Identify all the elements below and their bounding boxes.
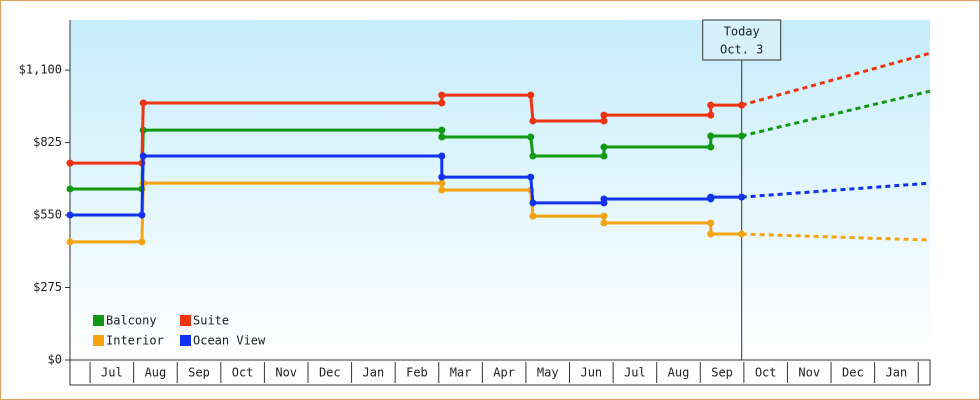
legend-swatch: [180, 335, 191, 346]
x-tick-label: Jan: [886, 366, 908, 380]
x-tick-label: Dec: [842, 366, 864, 380]
y-tick-label: $825: [33, 135, 62, 149]
point: [600, 212, 608, 220]
point: [66, 185, 74, 193]
point: [600, 152, 608, 160]
point: [438, 186, 446, 194]
point: [707, 230, 715, 238]
y-tick-label: $550: [33, 208, 62, 222]
point: [438, 173, 446, 181]
x-tick-label: Aug: [145, 366, 167, 380]
x-axis-band: [69, 359, 931, 386]
today-box: [702, 19, 782, 61]
projection-line: [741, 232, 931, 242]
point: [527, 91, 535, 99]
point: [66, 211, 74, 219]
x-tick-label: Oct: [232, 366, 254, 380]
x-tick-label: Nov: [275, 366, 297, 380]
point: [138, 211, 146, 219]
x-tick-label: May: [537, 366, 559, 380]
point: [529, 212, 537, 220]
point: [438, 91, 446, 99]
x-tick-label: Oct: [755, 366, 777, 380]
point: [600, 117, 608, 125]
point: [139, 99, 147, 107]
legend-swatch: [180, 315, 191, 326]
y-tick-label: $275: [33, 280, 62, 294]
point: [600, 111, 608, 119]
y-tick-label: $1,100: [19, 63, 62, 77]
legend-label: Ocean View: [193, 334, 266, 348]
projection-line: [741, 181, 931, 199]
point: [138, 238, 146, 246]
x-tick-label: Aug: [668, 366, 690, 380]
today-label: Today: [724, 25, 760, 39]
x-tick-label: Sep: [188, 366, 210, 380]
point: [529, 117, 537, 125]
point: [139, 152, 147, 160]
point: [438, 133, 446, 141]
point: [529, 152, 537, 160]
x-tick-label: Dec: [319, 366, 341, 380]
point: [707, 111, 715, 119]
x-tick-label: Mar: [450, 366, 472, 380]
x-tick-label: Jan: [363, 366, 385, 380]
point: [438, 179, 446, 187]
x-tick-label: Jul: [624, 366, 646, 380]
legend-swatch: [93, 335, 104, 346]
point: [707, 193, 715, 201]
point: [707, 101, 715, 109]
today-date: Oct. 3: [720, 43, 763, 57]
x-tick-label: Jul: [101, 366, 123, 380]
point: [438, 99, 446, 107]
x-tick-label: Apr: [493, 366, 515, 380]
point: [438, 126, 446, 134]
legend-label: Interior: [106, 334, 164, 348]
x-tick-label: Feb: [406, 366, 428, 380]
point: [600, 219, 608, 227]
legend-label: Balcony: [106, 314, 157, 328]
point: [707, 143, 715, 151]
y-tick-label: $0: [48, 353, 62, 367]
point: [66, 159, 74, 167]
x-tick-label: Sep: [711, 366, 733, 380]
point: [600, 195, 608, 203]
point: [529, 199, 537, 207]
point: [600, 143, 608, 151]
point: [707, 219, 715, 227]
x-tick-label: Nov: [798, 366, 820, 380]
point: [438, 152, 446, 160]
point: [527, 133, 535, 141]
projection-line: [741, 51, 931, 107]
point: [66, 238, 74, 246]
point: [527, 173, 535, 181]
x-tick-label: Jun: [580, 366, 602, 380]
legend-label: Suite: [193, 314, 229, 328]
point: [707, 132, 715, 140]
legend-swatch: [93, 315, 104, 326]
